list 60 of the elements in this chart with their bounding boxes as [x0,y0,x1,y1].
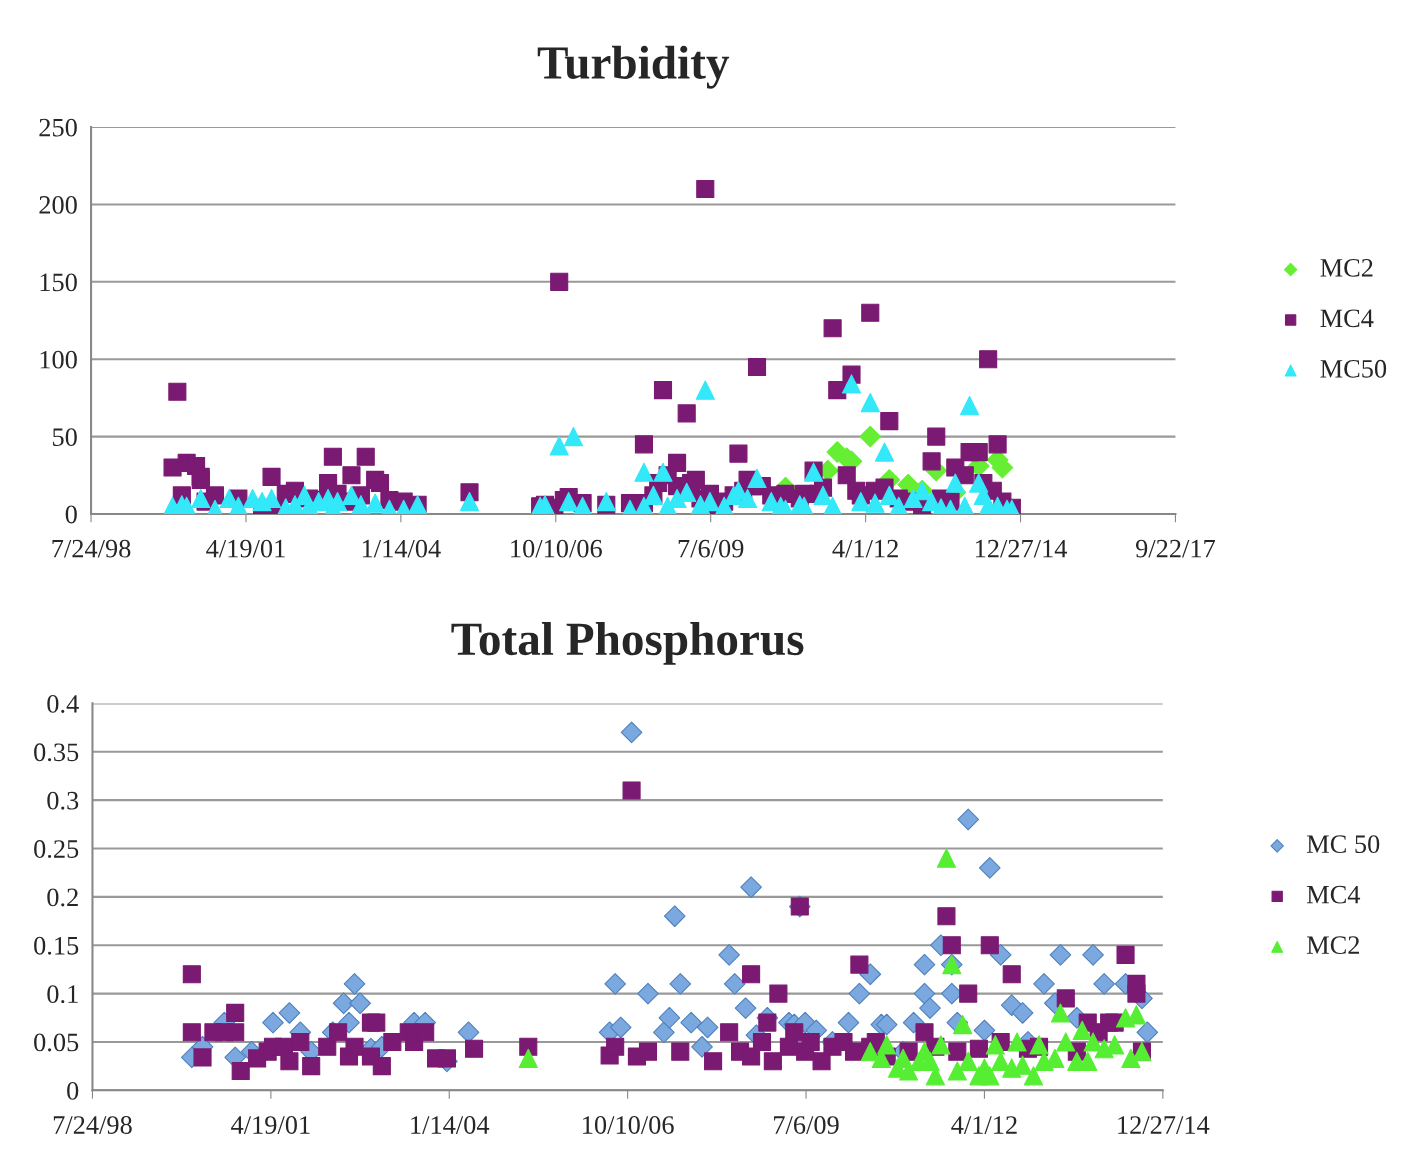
point [931,1035,951,1055]
x-tick-label: 12/27/14 [975,539,1068,558]
legend-label: MC4 [1320,309,1374,328]
legend-label: MC 50 [1306,835,1380,854]
x-tick-label: 7/6/09 [678,539,744,558]
point [1056,1032,1076,1052]
point [936,848,957,868]
point [991,1051,1011,1071]
x-tick-label: 4/1/12 [832,539,898,558]
y-tick-label: 0.1 [47,985,78,1004]
legend-label: MC4 [1306,885,1361,904]
x-tick-label: 10/10/06 [511,539,602,558]
y-tick-label: 150 [40,273,77,292]
x-tick-label: 1/14/04 [362,539,441,558]
x-tick-label: 4/19/01 [206,539,285,558]
point [985,1035,1005,1055]
y-tick-label: 0.05 [34,1033,79,1052]
chart-title: Turbidity [537,45,730,89]
y-tick-label: 250 [39,118,77,137]
point [518,1048,538,1069]
y-tick-label: 0.25 [34,840,79,859]
x-tick-label: 7/6/09 [774,1116,839,1134]
point [958,1051,978,1071]
point [1121,1048,1141,1069]
x-tick-label: 10/10/06 [583,1116,674,1134]
point [860,1042,880,1062]
point [859,425,882,448]
y-tick-label: 0 [65,505,77,524]
legend-label: MC2 [1320,258,1373,277]
y-tick-label: 0.35 [34,743,79,762]
x-tick-label: 4/19/01 [231,1116,310,1134]
point [953,1014,973,1035]
point [1007,1032,1027,1052]
x-tick-label: 1/14/04 [411,1116,490,1134]
y-tick-label: 0 [67,1081,79,1100]
legend-label: MC50 [1320,359,1387,378]
point [877,1035,897,1055]
x-tick-label: 7/24/98 [53,1116,132,1134]
point [1045,1048,1065,1069]
chart-title: Total Phosphorus [451,622,804,665]
y-tick-label: 50 [53,428,77,447]
x-tick-label: 7/24/98 [52,539,131,558]
y-tick-label: 0.4 [47,695,79,713]
x-tick-label: 12/27/14 [1118,1116,1210,1134]
x-tick-label: 4/1/12 [951,1116,1017,1134]
point [980,1066,1000,1086]
point [1050,1003,1071,1023]
legend-label: MC2 [1306,936,1360,955]
point [1023,1066,1044,1086]
point [1072,1020,1092,1040]
x-tick-label: 9/22/17 [1135,539,1215,558]
point [1083,1032,1103,1052]
y-tick-label: 200 [39,196,77,214]
point [1013,1055,1033,1075]
y-tick-label: 100 [40,350,77,369]
y-tick-label: 0.3 [47,791,79,810]
point [947,1061,967,1081]
y-tick-label: 0.15 [34,936,79,955]
y-tick-label: 0.2 [47,888,78,907]
point [1105,1035,1125,1055]
